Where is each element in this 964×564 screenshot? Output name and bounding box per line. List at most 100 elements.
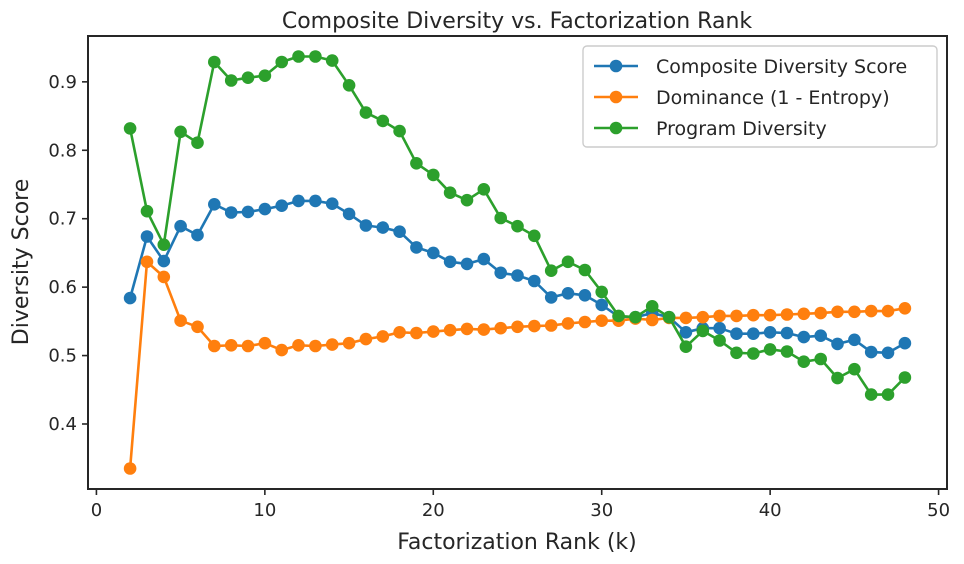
data-point-program-diversity — [629, 310, 642, 324]
legend-marker — [609, 59, 623, 73]
data-point-program-diversity — [174, 125, 187, 139]
y-tick-label: 0.7 — [48, 209, 77, 230]
legend-label: Program Diversity — [656, 118, 827, 140]
legend-label: Dominance (1 - Entropy) — [656, 87, 890, 109]
data-point-program-diversity — [679, 340, 693, 354]
legend-item-dominance-1-entropy: Dominance (1 - Entropy) — [594, 87, 890, 109]
data-point-dominance-1-entropy — [831, 305, 844, 319]
data-point-composite-diversity-score — [848, 333, 861, 347]
y-axis-ticks: 0.4 0.5 0.6 0.7 0.8 0.9 — [48, 72, 88, 435]
data-point-composite-diversity-score — [359, 219, 373, 232]
data-point-composite-diversity-score — [814, 329, 827, 343]
data-point-dominance-1-entropy — [797, 307, 811, 321]
data-point-dominance-1-entropy — [898, 302, 912, 315]
data-point-dominance-1-entropy — [325, 338, 339, 351]
data-point-program-diversity — [275, 55, 289, 69]
data-point-program-diversity — [325, 54, 339, 67]
x-tick-label: 40 — [759, 500, 782, 521]
data-point-composite-diversity-score — [898, 336, 912, 350]
data-point-dominance-1-entropy — [578, 315, 592, 329]
data-point-dominance-1-entropy — [359, 332, 373, 346]
x-axis-label: Factorization Rank (k) — [397, 530, 637, 555]
data-point-dominance-1-entropy — [477, 323, 491, 336]
data-point-program-diversity — [561, 255, 575, 269]
data-point-program-diversity — [443, 186, 457, 199]
data-point-dominance-1-entropy — [780, 308, 794, 321]
data-point-program-diversity — [713, 334, 726, 347]
data-point-program-diversity — [864, 388, 878, 401]
data-point-program-diversity — [898, 371, 912, 384]
data-point-program-diversity — [258, 69, 272, 82]
data-point-dominance-1-entropy — [376, 330, 390, 343]
data-point-dominance-1-entropy — [208, 339, 221, 353]
data-point-composite-diversity-score — [410, 241, 423, 254]
plot-area-frame — [87, 35, 948, 490]
data-point-dominance-1-entropy — [275, 343, 289, 357]
x-tick-label: 50 — [927, 500, 950, 521]
data-point-composite-diversity-score — [174, 219, 187, 233]
data-point-program-diversity — [747, 347, 760, 360]
data-point-program-diversity — [157, 238, 171, 251]
chart-title: Composite Diversity vs. Factorization Ra… — [282, 9, 753, 34]
data-point-program-diversity — [123, 122, 137, 135]
data-point-dominance-1-entropy — [410, 326, 423, 340]
legend-box — [582, 45, 938, 148]
series-composite-diversity-score — [123, 194, 912, 360]
y-tick-label: 0.8 — [48, 140, 77, 161]
data-point-composite-diversity-score — [191, 228, 204, 242]
x-tick-label: 0 — [91, 500, 102, 521]
series-dominance-1-entropy — [123, 255, 912, 475]
data-point-composite-diversity-score — [494, 266, 508, 280]
x-tick-label: 30 — [590, 500, 613, 521]
data-point-composite-diversity-score — [544, 291, 558, 304]
data-point-composite-diversity-score — [679, 326, 693, 339]
data-point-program-diversity — [595, 285, 608, 299]
data-point-composite-diversity-score — [578, 289, 592, 302]
data-point-program-diversity — [494, 211, 508, 225]
data-point-composite-diversity-score — [309, 194, 322, 208]
data-point-composite-diversity-score — [780, 326, 794, 340]
data-point-composite-diversity-score — [864, 345, 878, 359]
data-point-composite-diversity-score — [528, 274, 541, 288]
data-point-dominance-1-entropy — [595, 314, 608, 328]
legend-label: Composite Diversity Score — [656, 56, 907, 78]
data-point-program-diversity — [831, 371, 844, 385]
data-point-composite-diversity-score — [208, 198, 221, 211]
data-point-program-diversity — [797, 355, 811, 369]
data-point-program-diversity — [730, 346, 743, 360]
data-point-composite-diversity-score — [713, 321, 726, 335]
data-point-dominance-1-entropy — [174, 314, 187, 328]
y-tick-label: 0.6 — [48, 277, 77, 298]
data-point-program-diversity — [410, 157, 423, 170]
x-axis-ticks: 0 10 20 30 40 50 — [91, 489, 950, 521]
data-point-program-diversity — [780, 345, 794, 358]
data-point-program-diversity — [376, 114, 390, 128]
data-point-program-diversity — [359, 106, 373, 119]
data-point-program-diversity — [612, 309, 625, 323]
data-point-dominance-1-entropy — [224, 339, 238, 352]
data-point-program-diversity — [477, 183, 491, 196]
legend-marker — [609, 90, 623, 104]
y-tick-label: 0.9 — [48, 72, 77, 93]
data-point-composite-diversity-score — [747, 327, 760, 341]
data-point-dominance-1-entropy — [645, 313, 659, 327]
data-point-dominance-1-entropy — [763, 308, 777, 322]
legend: Composite Diversity Score Dominance (1 - … — [582, 45, 938, 148]
data-point-program-diversity — [696, 324, 710, 338]
data-point-composite-diversity-score — [831, 337, 844, 351]
data-point-composite-diversity-score — [595, 298, 608, 312]
data-point-program-diversity — [191, 136, 204, 149]
data-point-composite-diversity-score — [443, 255, 457, 269]
x-tick-label: 10 — [253, 500, 276, 521]
data-point-program-diversity — [427, 168, 440, 182]
data-point-program-diversity — [342, 79, 356, 92]
data-point-dominance-1-entropy — [864, 304, 878, 318]
y-tick-label: 0.4 — [48, 414, 77, 435]
data-point-composite-diversity-score — [342, 207, 356, 221]
data-point-dominance-1-entropy — [258, 336, 272, 350]
data-point-program-diversity — [528, 229, 541, 243]
data-point-dominance-1-entropy — [561, 317, 575, 330]
data-point-composite-diversity-score — [224, 206, 238, 219]
data-point-program-diversity — [645, 300, 659, 313]
